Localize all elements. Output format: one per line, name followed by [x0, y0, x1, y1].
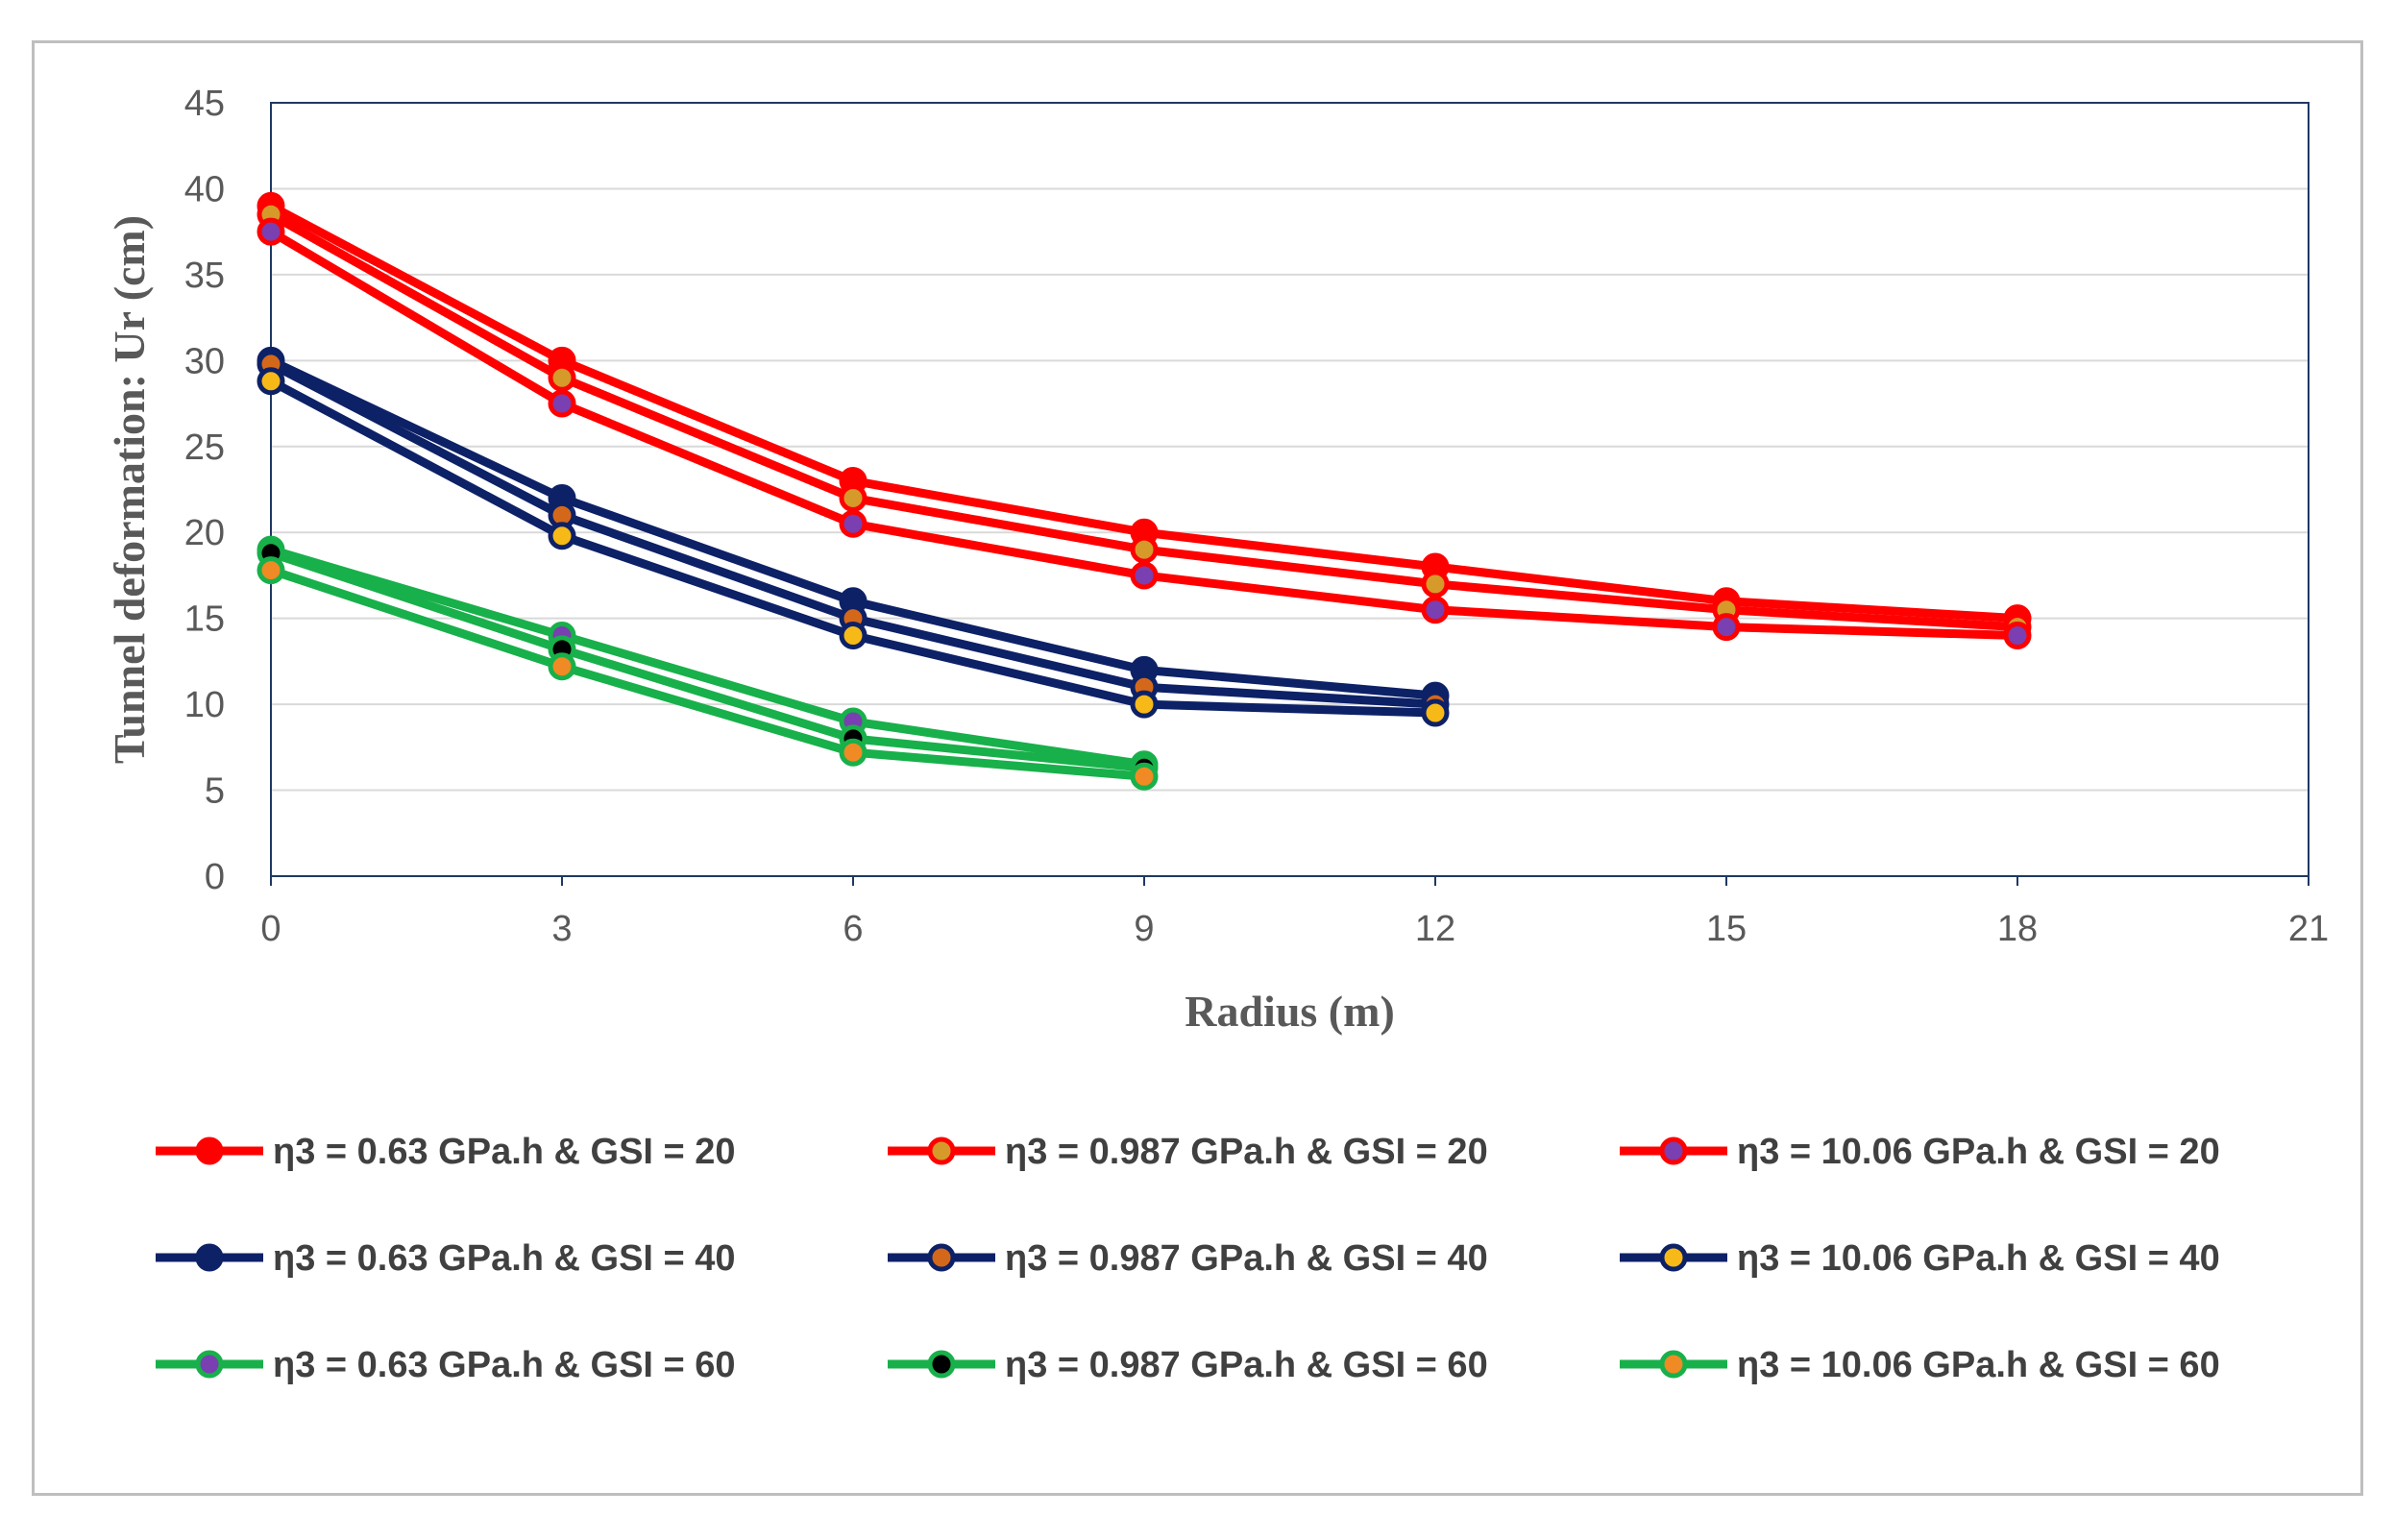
x-tick-label: 15 [1706, 909, 1747, 949]
x-axis-title: Radius (m) [1185, 987, 1395, 1036]
data-point [257, 556, 285, 585]
y-tick-label: 0 [205, 857, 225, 897]
legend-item: η3 = 0.63 GPa.h & GSI = 20 [156, 1132, 736, 1172]
legend-item: η3 = 10.06 GPa.h & GSI = 40 [1620, 1238, 2220, 1279]
x-tick-labels: 0 3 6 9 12 15 18 21 [260, 876, 2329, 949]
data-point [548, 389, 576, 418]
y-tick-label: 5 [205, 771, 225, 812]
series-9 [257, 556, 1159, 791]
data-point [839, 483, 868, 512]
legend-marker-swatch [1659, 1243, 1688, 1272]
data-point [1421, 570, 1450, 599]
data-point [1421, 596, 1450, 624]
data-point [2003, 622, 2032, 650]
legend-item: η3 = 10.06 GPa.h & GSI = 20 [1620, 1132, 2220, 1172]
data-point [1130, 762, 1159, 791]
x-tick-label: 3 [551, 909, 572, 949]
y-tick-label: 45 [184, 84, 225, 124]
legend-label: η3 = 0.987 GPa.h & GSI = 60 [1005, 1345, 1488, 1385]
series-3 [257, 217, 2032, 650]
series-line [269, 549, 1145, 772]
y-tick-label: 20 [184, 513, 225, 553]
legend-label: η3 = 0.987 GPa.h & GSI = 20 [1005, 1132, 1488, 1172]
series-6 [257, 367, 1450, 727]
y-tick-label: 10 [184, 685, 225, 725]
data-point [257, 367, 285, 396]
data-point [839, 622, 868, 650]
series-line [269, 566, 1145, 781]
data-point [1130, 561, 1159, 590]
x-tick-label: 9 [1134, 909, 1154, 949]
legend-marker-swatch [927, 1350, 956, 1379]
legend-label: η3 = 0.63 GPa.h & GSI = 60 [273, 1345, 736, 1385]
gridlines [271, 187, 2309, 792]
y-tick-label: 30 [184, 341, 225, 381]
legend-item: η3 = 0.987 GPa.h & GSI = 40 [888, 1238, 1488, 1279]
y-tick-label: 15 [184, 599, 225, 640]
data-point [1712, 613, 1741, 642]
data-point [839, 738, 868, 767]
plot-area-border [270, 102, 2309, 877]
legend-label: η3 = 0.987 GPa.h & GSI = 40 [1005, 1238, 1488, 1279]
legend-label: η3 = 0.63 GPa.h & GSI = 40 [273, 1238, 736, 1279]
data-point [257, 217, 285, 246]
data-point [1130, 690, 1159, 719]
data-point [548, 652, 576, 681]
legend-label: η3 = 10.06 GPa.h & GSI = 60 [1737, 1345, 2220, 1385]
y-tick-label: 40 [184, 169, 225, 209]
legend-marker-swatch [1659, 1350, 1688, 1379]
x-tick-label: 12 [1415, 909, 1455, 949]
legend-label: η3 = 10.06 GPa.h & GSI = 20 [1737, 1132, 2220, 1172]
x-tick-label: 6 [843, 909, 863, 949]
y-axis-title: Tunnel deformation: Ur (cm) [105, 215, 154, 764]
x-tick-label: 21 [2288, 909, 2329, 949]
x-tick-label: 18 [1997, 909, 2038, 949]
legend: η3 = 0.63 GPa.h & GSI = 20 η3 = 0.987 GPa… [156, 1132, 2220, 1385]
data-point [1421, 698, 1450, 727]
data-point [839, 509, 868, 538]
legend-item: η3 = 0.63 GPa.h & GSI = 60 [156, 1345, 736, 1385]
series-line [269, 545, 1145, 770]
x-tick-label: 0 [260, 909, 281, 949]
legend-item: η3 = 0.63 GPa.h & GSI = 40 [156, 1238, 736, 1279]
legend-item: η3 = 0.987 GPa.h & GSI = 20 [888, 1132, 1488, 1172]
y-tick-label: 25 [184, 428, 225, 468]
legend-label: η3 = 0.63 GPa.h & GSI = 20 [273, 1132, 736, 1172]
legend-marker-swatch [927, 1243, 956, 1272]
legend-marker-swatch [1659, 1137, 1688, 1165]
data-point [548, 363, 576, 392]
data-point [1130, 535, 1159, 564]
series-lines [257, 191, 2032, 791]
legend-item: η3 = 0.987 GPa.h & GSI = 60 [888, 1345, 1488, 1385]
legend-item: η3 = 10.06 GPa.h & GSI = 60 [1620, 1345, 2220, 1385]
legend-marker-swatch [927, 1137, 956, 1165]
legend-marker-swatch [195, 1243, 224, 1272]
legend-marker-swatch [195, 1350, 224, 1379]
y-tick-label: 35 [184, 256, 225, 296]
legend-marker-swatch [195, 1137, 224, 1165]
data-point [548, 522, 576, 550]
legend-label: η3 = 10.06 GPa.h & GSI = 40 [1737, 1238, 2220, 1279]
y-tick-labels: 0 5 10 15 20 25 30 35 40 45 [184, 84, 225, 897]
